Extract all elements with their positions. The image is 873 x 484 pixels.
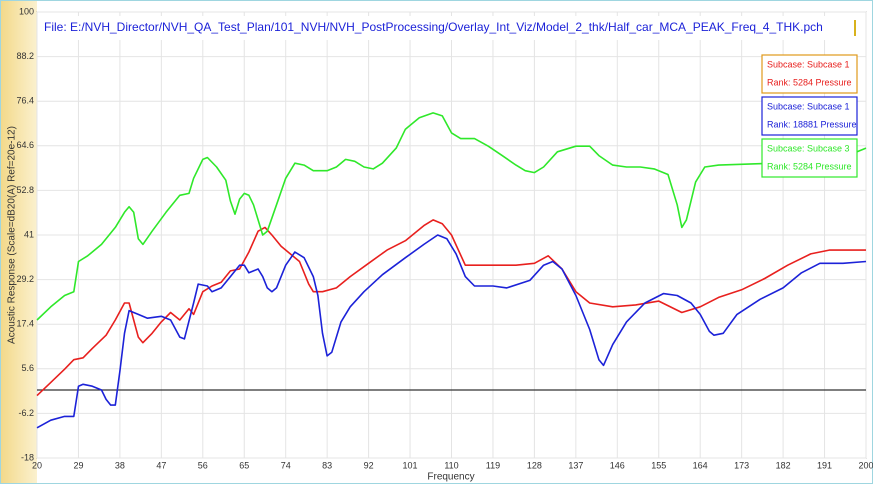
x-tick-label: 38 bbox=[115, 460, 125, 470]
y-tick-label: 29.2 bbox=[16, 274, 34, 284]
series-line bbox=[36, 112, 867, 321]
legend-rank: Rank: 18881 Pressure bbox=[767, 119, 857, 129]
y-tick-label: 64.6 bbox=[16, 140, 34, 150]
x-tick-label: 92 bbox=[364, 460, 374, 470]
legend-rank: Rank: 5284 Pressure bbox=[767, 161, 852, 171]
x-tick-label: 29 bbox=[73, 460, 83, 470]
y-tick-label: 41 bbox=[24, 229, 34, 239]
legend-rank: Rank: 5284 Pressure bbox=[767, 77, 852, 87]
x-tick-label: 74 bbox=[281, 460, 291, 470]
x-tick-label: 182 bbox=[776, 460, 791, 470]
chart-title: File: E:/NVH_Director/NVH_QA_Test_Plan/1… bbox=[44, 20, 823, 34]
x-tick-label: 146 bbox=[610, 460, 625, 470]
x-tick-label: 164 bbox=[693, 460, 708, 470]
series-line bbox=[36, 234, 867, 429]
y-tick-label: 52.8 bbox=[16, 185, 34, 195]
x-tick-label: 173 bbox=[734, 460, 749, 470]
title-box bbox=[40, 16, 858, 40]
x-tick-label: 101 bbox=[403, 460, 418, 470]
x-tick-label: 128 bbox=[527, 460, 542, 470]
y-tick-label: 76.4 bbox=[16, 96, 34, 106]
y-tick-label: 17.4 bbox=[16, 319, 34, 329]
legend-label: Subcase: Subcase 3 bbox=[767, 143, 850, 153]
x-tick-label: 191 bbox=[817, 460, 832, 470]
y-tick-label: 88.2 bbox=[16, 51, 34, 61]
x-tick-label: 83 bbox=[322, 460, 332, 470]
x-tick-label: 137 bbox=[568, 460, 583, 470]
x-tick-label: 110 bbox=[444, 460, 458, 470]
x-tick-label: 200 bbox=[858, 460, 873, 470]
x-tick-label: 119 bbox=[486, 460, 500, 470]
y-tick-label: -6.2 bbox=[18, 408, 34, 418]
legend-box bbox=[761, 54, 858, 94]
legend-box bbox=[761, 138, 858, 178]
legend-box bbox=[761, 96, 858, 136]
x-axis-label: Frequency bbox=[427, 472, 474, 483]
y-tick-label: -18 bbox=[21, 452, 34, 462]
x-tick-label: 56 bbox=[198, 460, 208, 470]
y-axis-label: Acoustic Response (Scale=dB20(A) Ref=20e… bbox=[7, 126, 18, 344]
y-tick-label: 5.6 bbox=[21, 363, 34, 373]
x-tick-label: 155 bbox=[651, 460, 666, 470]
series-line bbox=[36, 219, 866, 397]
x-tick-label: 47 bbox=[156, 460, 166, 470]
legend-label: Subcase: Subcase 1 bbox=[767, 101, 850, 111]
y-tick-label: 100 bbox=[19, 6, 34, 16]
legend-label: Subcase: Subcase 1 bbox=[767, 59, 850, 69]
y-axis-band bbox=[1, 1, 37, 483]
x-tick-label: 65 bbox=[239, 460, 249, 470]
x-tick-label: 20 bbox=[32, 460, 42, 470]
